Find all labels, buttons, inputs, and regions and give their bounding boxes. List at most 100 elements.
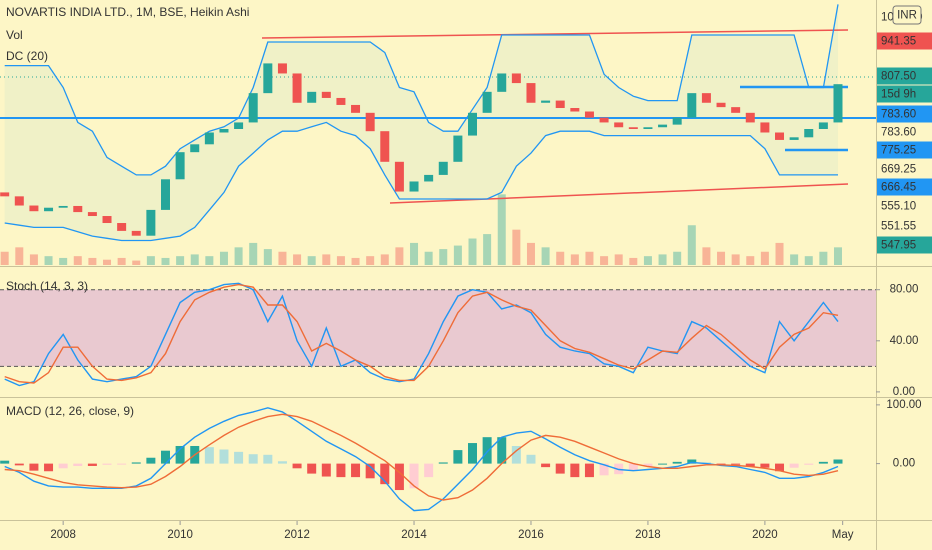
histogram-bar: [745, 463, 755, 467]
histogram-bar: [643, 463, 653, 467]
histogram-bar: [117, 463, 127, 465]
volume-bar: [322, 254, 331, 265]
candle: [482, 91, 492, 113]
indicator-label: Vol: [6, 28, 23, 42]
x-tick-label: 2016: [518, 529, 544, 541]
volume-bar: [833, 247, 842, 265]
candle: [277, 63, 287, 74]
candle: [599, 117, 609, 123]
histogram-bar: [687, 459, 697, 464]
channel-fill: [4, 4, 838, 241]
price-tag: [877, 178, 932, 196]
volume-bar: [73, 256, 82, 265]
histogram-bar: [424, 463, 434, 478]
volume-bar: [541, 247, 550, 265]
volume-bar: [0, 251, 9, 265]
histogram-bar: [818, 461, 828, 464]
price-tag-label: 941.35: [881, 36, 916, 48]
histogram-bar: [453, 450, 463, 464]
candle: [570, 108, 580, 112]
x-tick-label: 2008: [50, 529, 76, 541]
x-tick-label: 2020: [752, 529, 778, 541]
volume-bar: [658, 254, 667, 265]
histogram-bar: [760, 463, 770, 468]
candle: [511, 73, 521, 84]
candle: [131, 230, 141, 236]
candle: [614, 122, 624, 128]
stoch-line: [4, 283, 839, 384]
histogram-bar: [599, 463, 609, 476]
candle: [453, 135, 463, 162]
candle: [321, 91, 331, 98]
price-tag-label: 555.10: [881, 201, 916, 213]
price-tag: [877, 105, 932, 123]
volume-bar: [424, 251, 433, 265]
volume-bar: [15, 247, 24, 265]
volume-bar: [395, 247, 404, 265]
candle: [526, 83, 536, 103]
volume-bar: [410, 242, 419, 265]
candle: [731, 107, 741, 113]
candle: [146, 209, 156, 236]
price-tag-label: 551.55: [881, 221, 916, 233]
volume-bar: [205, 256, 214, 265]
candle: [818, 122, 828, 130]
histogram-bar: [0, 460, 10, 464]
volume-bar: [702, 247, 711, 265]
candle: [438, 161, 448, 175]
candle: [0, 192, 10, 197]
back-layer: [0, 4, 876, 491]
candle: [687, 93, 697, 118]
volume-bar: [483, 234, 492, 265]
volume-bar: [439, 249, 448, 265]
histogram-bar: [102, 463, 112, 465]
volume-bar: [234, 247, 243, 265]
candle: [804, 129, 814, 138]
histogram-bar: [365, 463, 375, 479]
volume-bar: [687, 225, 696, 265]
price-tag-label: 807.50: [881, 71, 916, 83]
volume-bar: [512, 229, 521, 265]
y-tick-label: 0.00: [893, 458, 915, 470]
stoch-line: [4, 282, 839, 387]
volume-bar: [643, 256, 652, 265]
histogram-bar: [160, 450, 170, 464]
candle: [73, 205, 83, 213]
histogram-bar: [804, 463, 814, 465]
histogram-bar: [497, 437, 507, 464]
volume-bar: [585, 251, 594, 265]
candle: [292, 73, 302, 103]
price-tag-label: 775.25: [881, 145, 916, 157]
volume-bar: [219, 251, 228, 265]
volume-bar: [746, 256, 755, 265]
histogram-bar: [277, 461, 287, 464]
volume-bar: [526, 242, 535, 265]
volume-bar: [760, 251, 769, 265]
volume-bar: [29, 254, 38, 265]
histogram-bar: [87, 463, 97, 466]
price-tag: [877, 236, 932, 254]
histogram-bar: [73, 463, 83, 466]
volume-bar: [804, 256, 813, 265]
price-tag: [877, 32, 932, 50]
volume-bar: [790, 254, 799, 265]
volume-bar: [570, 254, 579, 265]
volume-bar: [468, 238, 477, 265]
histogram-bar: [541, 463, 551, 468]
histogram-bar: [658, 463, 668, 465]
histogram-bar: [351, 463, 361, 478]
volume-bar: [600, 256, 609, 265]
histogram-bar: [292, 463, 302, 469]
price-tag-label: 783.60: [881, 109, 916, 121]
histogram-bar: [29, 463, 39, 471]
histogram-bar: [58, 463, 68, 469]
volume-bar: [614, 254, 623, 265]
x-tick-label: 2018: [635, 529, 661, 541]
volume-bar: [190, 254, 199, 265]
volume-bar: [103, 259, 112, 265]
histogram-bar: [468, 443, 478, 464]
volume-bar: [336, 256, 345, 265]
candle: [409, 181, 419, 192]
volume-bar: [263, 249, 272, 265]
